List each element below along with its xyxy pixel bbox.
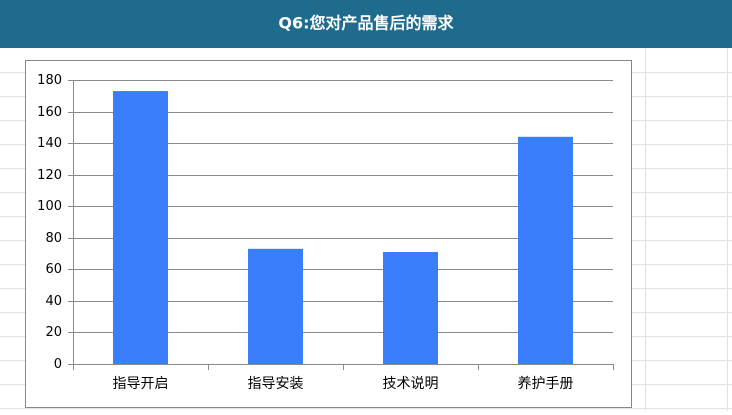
bar — [113, 91, 168, 365]
y-tick-label: 60 — [45, 262, 62, 277]
y-tick-label: 0 — [54, 357, 62, 372]
y-tick-label: 160 — [37, 105, 62, 120]
x-tick-label: 指导安装 — [248, 376, 304, 392]
y-tick-label: 100 — [37, 199, 62, 214]
x-tick-label: 指导开启 — [113, 376, 169, 392]
header-bar — [0, 0, 732, 48]
y-tick-label: 20 — [45, 325, 62, 340]
y-tick-label: 180 — [37, 73, 62, 88]
y-tick-label: 80 — [45, 231, 62, 246]
y-tick-label: 40 — [45, 294, 62, 309]
x-tick-label: 养护手册 — [518, 376, 574, 392]
bar — [383, 251, 438, 364]
bar — [518, 136, 573, 364]
bar — [248, 248, 303, 364]
plot: 0 20 40 60 80 100 120 140 160 180 指导开启 指导安装 技术说明 养护手册 — [37, 73, 614, 392]
y-tick-label: 120 — [37, 168, 62, 183]
chart-title: Q6:您对产品售后的需求 — [278, 14, 454, 33]
x-tick-label: 技术说明 — [383, 376, 439, 392]
y-tick-label: 140 — [37, 136, 62, 151]
